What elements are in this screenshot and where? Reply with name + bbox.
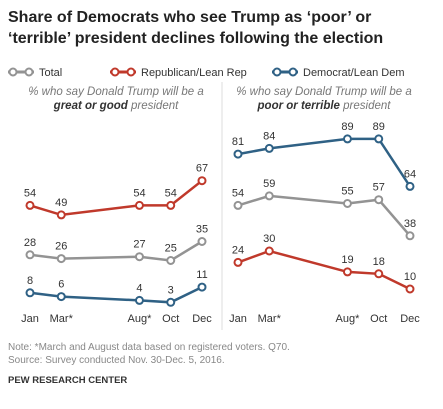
data-label: 81	[232, 136, 244, 148]
legend-marker	[8, 67, 18, 77]
x-tick-label: Oct	[162, 313, 179, 325]
x-tick-label: Aug*	[336, 313, 361, 325]
x-tick-label: Dec	[192, 313, 212, 325]
point	[233, 149, 243, 159]
subtitle-emphasis: poor or terrible	[257, 100, 341, 112]
subtitle-emphasis: great or good	[53, 100, 129, 112]
point	[405, 181, 415, 191]
subtitle: poor or terrible president	[257, 100, 392, 112]
legend-marker	[110, 67, 120, 77]
data-label: 49	[55, 197, 67, 209]
data-label: 54	[165, 187, 177, 199]
point	[25, 250, 35, 260]
point	[166, 256, 176, 265]
x-tick-label: Jan	[229, 313, 247, 325]
x-tick-label: Aug*	[128, 313, 153, 325]
data-label: 4	[136, 282, 142, 294]
point	[56, 254, 66, 264]
data-label: 57	[373, 182, 385, 194]
note: Note: *March and August data based on re…	[8, 342, 290, 353]
source: Source: Survey conducted Nov. 30-Dec. 5,…	[8, 355, 225, 366]
chart-title: ‘terrible’ president declines following …	[8, 30, 383, 47]
data-label: 84	[263, 130, 275, 142]
data-label: 6	[58, 279, 64, 291]
data-label: 26	[55, 241, 67, 253]
point	[405, 284, 415, 294]
x-tick-label: Dec	[400, 313, 420, 325]
point	[197, 237, 207, 246]
point	[264, 143, 274, 153]
point	[56, 292, 66, 302]
point	[374, 134, 384, 144]
line	[29, 285, 203, 304]
data-label: 19	[341, 254, 353, 266]
x-tick-label: Mar*	[258, 313, 282, 325]
data-label: 11	[196, 269, 207, 281]
line	[237, 194, 411, 237]
legend-label: Democrat/Lean Dem	[303, 67, 405, 79]
data-label: 64	[404, 168, 416, 180]
data-label: 89	[341, 121, 353, 133]
x-tick-label: Jan	[21, 313, 39, 325]
legend-label: Republican/Lean Rep	[141, 67, 247, 79]
data-label: 18	[373, 256, 385, 268]
data-label: 28	[24, 237, 36, 249]
chart-title: Share of Democrats who see Trump as ‘poo…	[8, 9, 371, 26]
point	[25, 200, 35, 210]
point	[56, 210, 66, 220]
point	[197, 176, 207, 186]
point	[405, 231, 415, 241]
legend-marker	[288, 67, 298, 77]
point	[166, 200, 176, 210]
subtitle-part: president	[130, 100, 179, 112]
data-label: 25	[165, 243, 177, 255]
legend-marker	[272, 67, 282, 77]
point	[134, 252, 144, 262]
point	[264, 246, 274, 256]
data-label: 27	[133, 239, 145, 251]
legend-label: Total	[39, 67, 62, 79]
subtitle: % who say Donald Trump will be a	[236, 86, 412, 98]
point	[134, 295, 144, 305]
point	[166, 297, 176, 307]
subtitle: great or good president	[53, 100, 179, 112]
point	[197, 282, 207, 292]
point	[342, 199, 352, 208]
point	[264, 191, 274, 201]
point	[233, 200, 243, 210]
point	[342, 267, 352, 277]
point	[374, 195, 384, 205]
data-label: 35	[196, 224, 208, 236]
x-tick-label: Mar*	[50, 313, 74, 325]
data-label: 54	[232, 187, 244, 199]
subtitle: % who say Donald Trump will be a	[28, 86, 204, 98]
point	[342, 134, 352, 144]
data-label: 10	[404, 271, 416, 283]
point	[233, 257, 243, 267]
data-label: 8	[27, 275, 33, 287]
point	[374, 269, 384, 279]
data-label: 67	[196, 163, 208, 175]
data-label: 54	[133, 187, 145, 199]
point	[134, 200, 144, 210]
point	[25, 288, 35, 298]
data-label: 54	[24, 187, 36, 199]
data-label: 38	[404, 218, 416, 230]
data-label: 24	[232, 244, 244, 256]
data-label: 59	[263, 178, 275, 190]
data-label: 3	[168, 284, 174, 296]
legend-marker	[24, 67, 34, 77]
footer: PEW RESEARCH CENTER	[8, 375, 127, 386]
data-label: 89	[373, 121, 385, 133]
data-label: 55	[341, 186, 353, 198]
x-tick-label: Oct	[370, 313, 387, 325]
legend-marker	[126, 67, 136, 77]
data-label: 30	[263, 233, 275, 245]
subtitle-part: president	[342, 100, 391, 112]
